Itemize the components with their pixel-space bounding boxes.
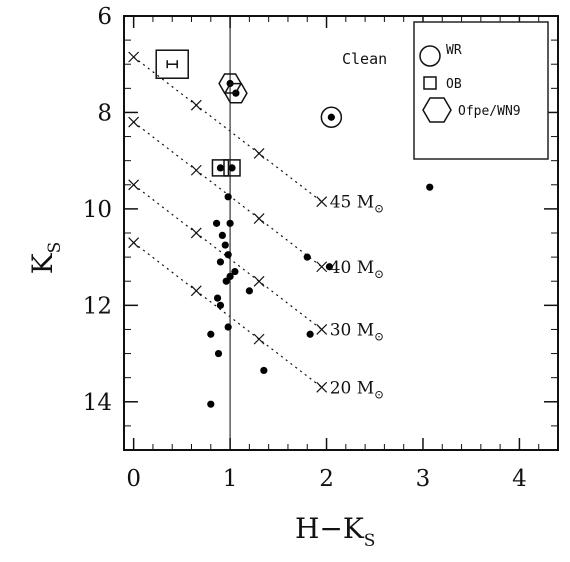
legend-circle-icon xyxy=(419,45,441,67)
data-point xyxy=(260,366,268,375)
clean-annotation: Clean xyxy=(342,50,387,68)
data-point xyxy=(221,241,229,249)
mass-track-label: 20 M⊙ xyxy=(330,378,385,401)
data-point xyxy=(207,400,215,408)
track-x-marker xyxy=(316,381,328,393)
legend: WR OB Ofpe/WN9 xyxy=(413,21,549,160)
y-axis-label-subscript: S xyxy=(45,242,65,254)
mass-track-label: 45 M⊙ xyxy=(330,193,385,216)
x-tick-label: 2 xyxy=(319,466,334,492)
x-marker-stroke xyxy=(253,148,265,159)
legend-label-wr: WR xyxy=(446,43,462,58)
y-tick-label: 10 xyxy=(83,197,112,223)
x-marker-stroke xyxy=(253,213,265,225)
data-point xyxy=(213,294,222,302)
data-point xyxy=(224,193,232,201)
data-points xyxy=(207,73,434,408)
y-axis-label: KS xyxy=(26,242,65,275)
track-x-marker xyxy=(253,275,265,287)
track-x-marker xyxy=(253,148,265,159)
ob-square-marker xyxy=(223,159,241,177)
track-x-marker xyxy=(253,333,265,345)
data-point xyxy=(231,267,239,276)
mass-track-label: 30 M⊙ xyxy=(330,320,385,343)
legend-square-icon xyxy=(423,76,437,90)
data-point xyxy=(327,113,335,121)
data-point xyxy=(216,164,225,172)
x-tick-label: 0 xyxy=(126,466,141,492)
x-tick-label: 1 xyxy=(223,466,238,492)
x-marker-stroke xyxy=(190,227,202,239)
error-bar-box xyxy=(155,49,189,79)
track-x-marker xyxy=(128,116,140,128)
x-marker-stroke xyxy=(316,196,328,208)
error-bar-frame xyxy=(155,49,189,79)
data-point xyxy=(226,272,234,280)
x-axis-label: H−KS xyxy=(295,512,375,551)
x-marker-stroke xyxy=(316,324,328,335)
track-x-marker xyxy=(316,324,328,335)
data-point xyxy=(224,323,232,331)
x-marker-stroke xyxy=(128,237,140,249)
data-point xyxy=(216,258,225,266)
data-point xyxy=(212,219,221,227)
x-marker-stroke xyxy=(128,116,140,128)
data-point xyxy=(226,219,234,227)
x-marker-stroke xyxy=(253,333,265,345)
y-tick-label: 8 xyxy=(97,100,112,126)
track-x-marker xyxy=(128,237,140,249)
axis-labels: H−KS KS Clean xyxy=(26,50,387,551)
x-marker-stroke xyxy=(128,51,140,63)
x-axis-label-subscript: S xyxy=(364,531,376,551)
data-point xyxy=(306,330,314,338)
x-marker-stroke xyxy=(253,275,265,287)
ob-square-marker xyxy=(211,159,230,177)
reddening-tracks xyxy=(128,51,328,393)
track-x-marker xyxy=(190,164,202,176)
x-marker-stroke xyxy=(316,381,328,393)
track-x-marker xyxy=(190,227,202,239)
track-x-marker xyxy=(316,261,328,273)
data-point xyxy=(224,251,232,259)
x-marker-stroke xyxy=(190,164,202,176)
data-point xyxy=(216,301,225,309)
track-x-marker xyxy=(128,179,140,191)
track-x-marker xyxy=(316,196,328,208)
data-point xyxy=(218,231,226,240)
data-point xyxy=(325,263,334,271)
data-point xyxy=(303,253,311,261)
track-x-marker xyxy=(253,213,265,225)
data-point xyxy=(214,349,223,358)
x-tick-label: 4 xyxy=(512,466,527,492)
data-point xyxy=(426,183,434,191)
x-tick-label: 3 xyxy=(416,466,431,492)
legend-label-ob: OB xyxy=(446,77,462,92)
data-point xyxy=(222,277,230,285)
y-tick-label: 6 xyxy=(97,4,112,30)
x-marker-stroke xyxy=(316,261,328,273)
x-marker-stroke xyxy=(128,179,140,191)
track-x-marker xyxy=(128,51,140,63)
legend-box xyxy=(413,21,549,160)
legend-hexagon-icon xyxy=(422,97,452,123)
x-marker-stroke xyxy=(190,285,202,297)
y-tick-label: 12 xyxy=(83,293,112,319)
x-marker-stroke xyxy=(190,99,202,111)
track-x-marker xyxy=(190,285,202,297)
y-tick-label: 14 xyxy=(83,390,112,416)
data-point xyxy=(207,330,215,338)
ofpe-hexagon-marker xyxy=(218,73,242,94)
data-point xyxy=(245,287,253,295)
mass-track-label: 40 M⊙ xyxy=(330,258,385,281)
mass-labels: 45 M⊙ 40 M⊙ 30 M⊙ 20 M⊙ xyxy=(330,193,385,402)
ofpe-hexagon-marker xyxy=(224,82,248,104)
legend-label-ofpe-wn9: Ofpe/WN9 xyxy=(458,104,521,119)
data-point xyxy=(228,164,236,172)
track-x-marker xyxy=(190,99,202,111)
wr-circle-marker xyxy=(320,106,343,129)
